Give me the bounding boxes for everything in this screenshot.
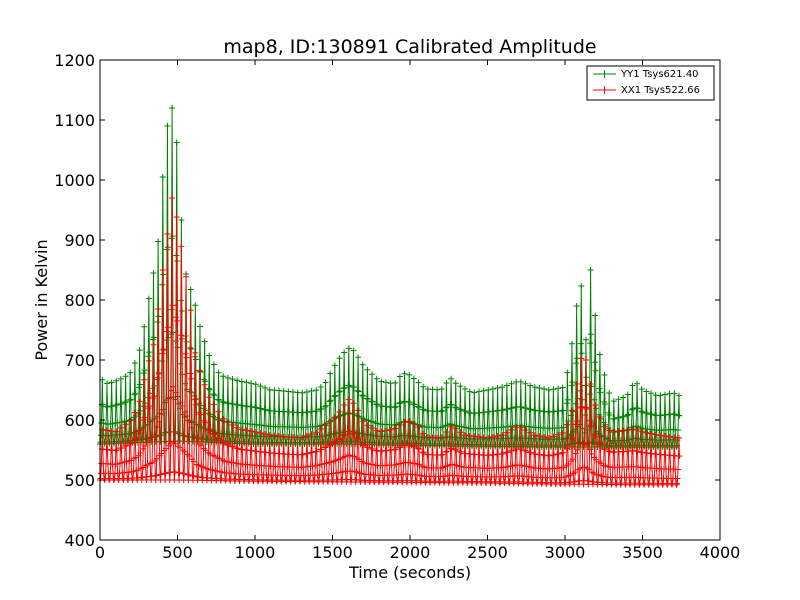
x-tick-label: 1000 [235,543,276,562]
x-tick-label: 500 [162,543,193,562]
series-xx1 [97,195,683,488]
x-tick-label: 4000 [700,543,741,562]
y-tick-label: 1200 [54,51,95,70]
x-tick-label: 2500 [467,543,508,562]
y-tick-label: 400 [64,531,95,550]
series-layer [97,105,683,488]
y-tick-label: 500 [64,471,95,490]
ticks-layer: 0 500 1000 1500 2000 2500 3000 3500 4000 400 500 60… [54,51,740,562]
legend-marker-yy1: + [599,67,609,81]
legend: + YY1 Tsys621.40 + XX1 Tsys522.66 [586,65,715,101]
legend-label-xx1: XX1 Tsys522.66 [621,85,700,96]
legend-label-yy1: YY1 Tsys621.40 [620,69,699,80]
legend-marker-xx1: + [599,83,609,97]
y-tick-label: 1000 [54,171,95,190]
plot-area-frame [99,59,721,541]
y-axis-title: Power in Kelvin [32,239,51,360]
legend-box [586,65,715,101]
x-tick-label: 3500 [622,543,663,562]
x-tick-label: 1500 [312,543,353,562]
chart-title: map8, ID:130891 Calibrated Amplitude [223,36,596,58]
x-tick-label: 3000 [545,543,586,562]
x-axis-title: Time (seconds) [348,563,471,582]
y-tick-label: 1100 [54,111,95,130]
y-tick-label: 800 [64,291,95,310]
y-tick-label: 700 [64,351,95,370]
y-tick-label: 900 [64,231,95,250]
y-tick-label: 600 [64,411,95,430]
x-tick-label: 0 [95,543,105,562]
x-tick-label: 2000 [390,543,431,562]
